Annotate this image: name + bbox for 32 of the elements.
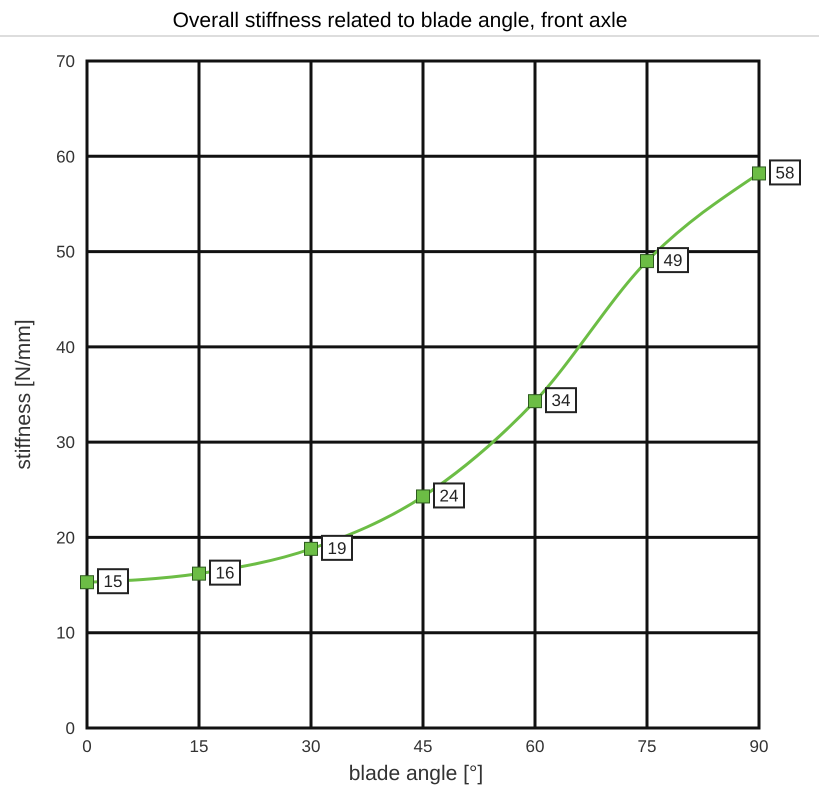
data-label: 34 xyxy=(552,391,570,410)
point xyxy=(640,254,654,268)
y-tick-label: 0 xyxy=(66,719,75,738)
x-tick-label: 90 xyxy=(750,737,768,756)
x-tick-label: 60 xyxy=(526,737,544,756)
data-label: 19 xyxy=(328,538,346,558)
point xyxy=(80,575,94,590)
data-label: 49 xyxy=(664,251,682,270)
data-label: 58 xyxy=(776,163,794,182)
y-tick-label: 70 xyxy=(56,52,75,71)
y-tick-label: 30 xyxy=(56,433,75,452)
point xyxy=(416,489,430,504)
x-axis-title: blade angle [°] xyxy=(348,762,484,785)
point xyxy=(304,542,318,556)
point xyxy=(752,166,766,180)
x-tick-label: 30 xyxy=(302,737,320,756)
x-tick-label: 75 xyxy=(638,737,656,756)
y-tick-label: 40 xyxy=(56,338,75,357)
point xyxy=(192,566,206,581)
y-axis-title: stiffness [N/mm] xyxy=(12,319,35,470)
data-label: 16 xyxy=(216,564,234,583)
x-tick-label: 15 xyxy=(190,737,208,756)
y-tick-label: 10 xyxy=(56,624,75,643)
y-tick-label: 50 xyxy=(56,242,75,262)
data-label: 24 xyxy=(440,486,458,506)
point xyxy=(528,394,542,408)
x-tick-label: 45 xyxy=(414,737,432,756)
data-label: 15 xyxy=(104,572,122,592)
y-tick-label: 20 xyxy=(56,528,75,548)
y-tick-label: 60 xyxy=(56,147,75,166)
chart-title: Overall stiffness related to blade angle, front axle xyxy=(172,9,628,32)
x-tick-label: 0 xyxy=(82,737,92,756)
